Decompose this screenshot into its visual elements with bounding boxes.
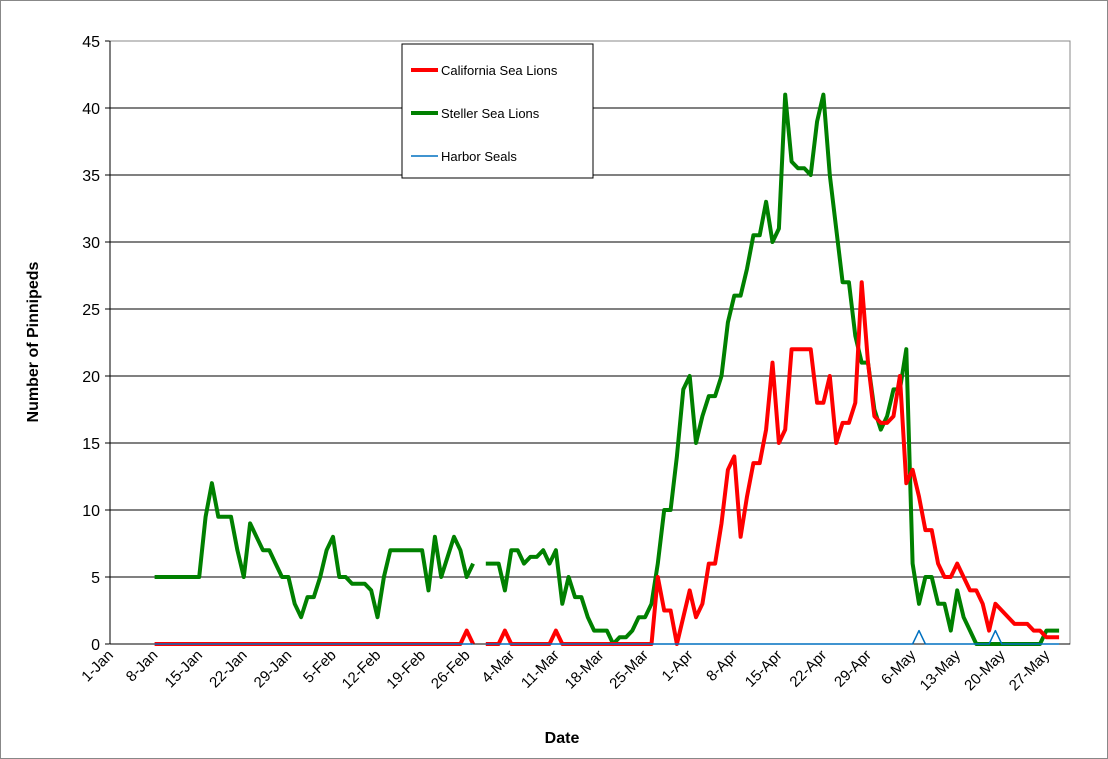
legend-label: Harbor Seals xyxy=(441,149,517,164)
y-tick-label: 20 xyxy=(82,369,100,386)
y-tick-label: 0 xyxy=(91,637,100,654)
legend-label: California Sea Lions xyxy=(441,63,558,78)
y-tick-label: 5 xyxy=(91,570,100,587)
y-tick-label: 10 xyxy=(82,503,100,520)
y-tick-label: 40 xyxy=(82,101,100,118)
series-line xyxy=(154,629,1060,645)
x-axis-title: Date xyxy=(545,730,580,747)
y-tick-label: 35 xyxy=(82,168,100,185)
y-tick-label: 30 xyxy=(82,235,100,252)
legend-label: Steller Sea Lions xyxy=(441,106,540,121)
series-line xyxy=(154,92,1060,646)
y-tick-label: 45 xyxy=(82,34,100,51)
y-axis-title: Number of Pinnipeds xyxy=(25,261,42,422)
y-tick-label: 15 xyxy=(82,436,100,453)
y-tick-label: 25 xyxy=(82,302,100,319)
